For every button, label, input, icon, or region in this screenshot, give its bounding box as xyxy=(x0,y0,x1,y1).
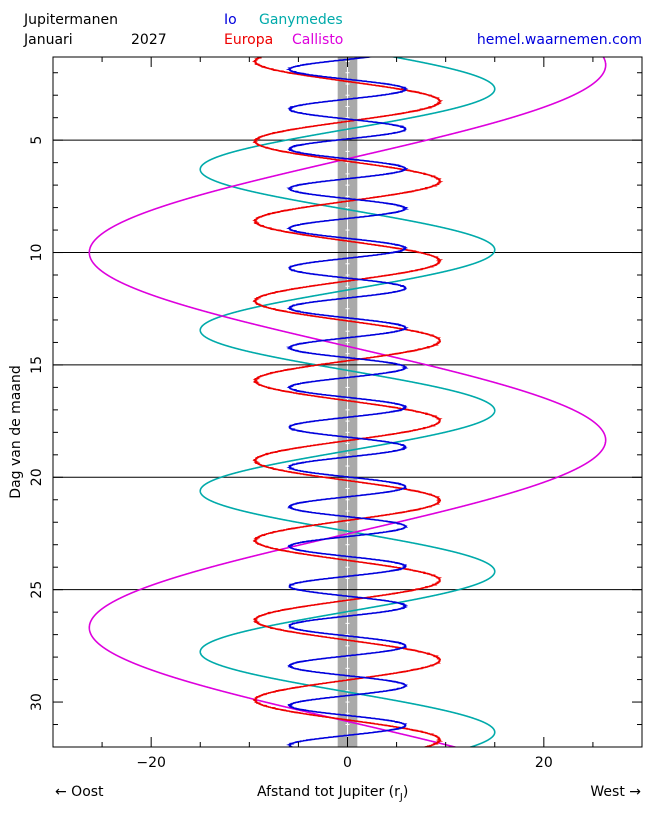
legend-io: Io xyxy=(224,12,237,28)
series-line-ganymedes xyxy=(199,57,496,747)
y-tick-label: 25 xyxy=(29,581,45,599)
x-tick-label: 20 xyxy=(535,755,553,771)
series-line-europa xyxy=(251,57,444,747)
chart-title: Jupitermanen xyxy=(24,12,118,28)
y-tick-label: 5 xyxy=(29,136,45,145)
month-label: Januari xyxy=(24,32,73,48)
x-tick-label: −20 xyxy=(136,755,166,771)
legend-ganymedes: Ganymedes xyxy=(259,12,343,28)
y-tick-label: 30 xyxy=(29,693,45,711)
legend-europa: Europa xyxy=(224,32,274,48)
y-axis-label: Dag van de maand xyxy=(8,365,24,498)
website-link[interactable]: hemel.waarnemen.com xyxy=(476,32,642,48)
plot-area xyxy=(53,57,642,747)
x-axis-label: Afstand tot Jupiter (rJ) xyxy=(257,784,408,806)
x-axis-label-end: ) xyxy=(402,784,409,800)
series-line-callisto xyxy=(88,57,607,747)
year-label: 2027 xyxy=(131,32,167,48)
series-line-io xyxy=(285,57,410,747)
footer-west-label: West → xyxy=(590,784,641,800)
y-tick-label: 15 xyxy=(29,356,45,374)
y-tick-label: 20 xyxy=(29,468,45,486)
x-axis-label-sub: J xyxy=(399,791,403,803)
x-axis-label-main: Afstand tot Jupiter (r xyxy=(257,784,400,800)
legend-callisto: Callisto xyxy=(292,32,344,48)
y-tick-label: 10 xyxy=(29,244,45,262)
x-tick-label: 0 xyxy=(343,755,352,771)
footer-east-label: ← Oost xyxy=(55,784,104,800)
